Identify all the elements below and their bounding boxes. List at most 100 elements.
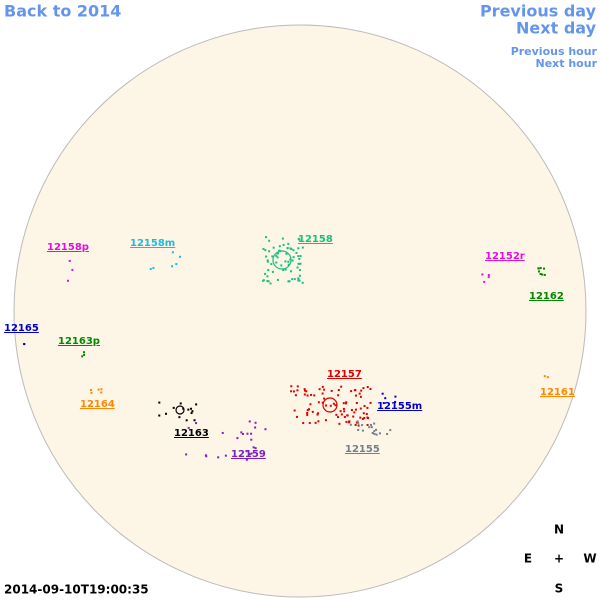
sunspot-dot [83, 351, 86, 354]
next-hour-link[interactable]: Next hour [536, 57, 598, 70]
sunspot-dot [291, 278, 294, 281]
previous-hour-link[interactable]: Previous hour [511, 45, 598, 58]
sunspot-dot [297, 237, 300, 240]
sunspot-dot [290, 270, 293, 273]
region-label[interactable]: 12159 [231, 449, 266, 460]
sunspot-dot [325, 404, 328, 407]
sunspot-dot [362, 387, 365, 390]
sunspot-dot [337, 389, 340, 392]
sunspot-dot [539, 272, 542, 275]
sunspot-dot [355, 421, 358, 424]
sunspot-dot [224, 454, 227, 457]
sunspot-dot [355, 401, 358, 404]
sunspot-dot [323, 388, 326, 391]
sunspot-dot [332, 402, 335, 405]
sunspot-dot [296, 389, 299, 392]
sunspot-dot [295, 251, 298, 254]
sunspot-dot [348, 421, 351, 424]
sunspot-dot [289, 247, 292, 250]
sunspot-dot [254, 447, 257, 450]
sunspot-dot [306, 413, 309, 416]
sunspot-dot [308, 421, 311, 424]
sunspot-dot [187, 408, 190, 411]
sunspot-dot [487, 276, 490, 279]
sunspot-dot [366, 386, 369, 389]
sunspot-dot [250, 438, 253, 441]
sunspot-dot [370, 426, 373, 429]
sunspot-dot [296, 266, 299, 269]
sunspot-dot [298, 274, 301, 277]
compass-north: N [554, 523, 564, 537]
sunspot-dot [149, 268, 152, 271]
sunspot-dot [345, 401, 348, 404]
sunspot-dot [262, 247, 265, 250]
back-link[interactable]: Back to 2014 [4, 2, 121, 21]
sunspot-dot [171, 251, 174, 254]
sunspot-dot [278, 245, 281, 248]
sunspot-dot [357, 424, 360, 427]
sunspot-dot [350, 409, 353, 412]
sunspot-dot [266, 280, 269, 283]
sunspot-dot [158, 401, 161, 404]
next-day-link[interactable]: Next day [516, 19, 597, 38]
sunspot-dot [268, 250, 271, 253]
sunspot-dot [375, 428, 378, 431]
region-label[interactable]: 12165 [4, 323, 39, 334]
sunspot-dot [271, 270, 274, 273]
sunspot-dot [282, 269, 285, 272]
sunspot-dot [248, 453, 251, 456]
sunspot-dot [306, 394, 309, 397]
sunspot-dot [359, 407, 362, 410]
sunspot-dot [317, 420, 320, 423]
sunspot-dot [100, 388, 103, 391]
sunspot-dot [352, 415, 355, 418]
sunspot-dot [254, 426, 257, 429]
region-label[interactable]: 12161 [540, 387, 575, 398]
sunspot-dot [292, 249, 295, 252]
sunspot-dot [539, 267, 542, 270]
sunspot-dot [302, 422, 305, 425]
sunspot-dot [297, 262, 300, 265]
sunspot-dot [264, 272, 267, 275]
region-label[interactable]: 12162 [529, 291, 564, 302]
sunspot-dot [294, 394, 297, 397]
sunspot-dot [384, 397, 387, 400]
region-label[interactable]: 12163 [174, 428, 209, 439]
sunspot-dot [344, 402, 347, 405]
sunspot-dot [185, 453, 188, 456]
sunspot-dot [250, 432, 253, 435]
sunspot-dot [375, 433, 378, 436]
sunspot-dot [280, 264, 283, 267]
sunspot-dot [357, 428, 360, 431]
sunspot-dot [337, 416, 340, 419]
sunspot-dot [179, 255, 182, 258]
sunspot-dot [248, 420, 251, 423]
region-label[interactable]: 12152r [485, 251, 525, 262]
sunspot-dot [290, 385, 293, 388]
sunspot-dot [292, 256, 295, 259]
region-label[interactable]: 12158m [130, 238, 175, 249]
sunspot-dot [171, 265, 174, 268]
sunspot-dot [303, 388, 306, 391]
sunspot-dot [354, 408, 357, 411]
solar-disk [13, 24, 587, 598]
region-label[interactable]: 12155m [377, 401, 422, 412]
sunspot-dot [266, 260, 269, 263]
sunspot-dot [359, 395, 362, 398]
sunspot-dot [543, 375, 546, 378]
region-label[interactable]: 12157 [327, 369, 362, 380]
region-label[interactable]: 12163p [58, 336, 100, 347]
region-label[interactable]: 12164 [80, 399, 115, 410]
region-label[interactable]: 12158p [47, 242, 89, 253]
sunspot-dot [366, 424, 369, 427]
sunspot-dot [354, 389, 357, 392]
previous-day-link[interactable]: Previous day [480, 2, 597, 21]
sunspot-dot [67, 279, 70, 282]
sunspot-dot [268, 239, 271, 242]
compass-east: E [524, 552, 532, 566]
region-label[interactable]: 12158 [298, 234, 333, 245]
sunspot-dot [190, 407, 193, 410]
sunspot-dot [278, 249, 281, 252]
sunspot-dot [71, 268, 74, 271]
region-label[interactable]: 12155 [345, 444, 380, 455]
